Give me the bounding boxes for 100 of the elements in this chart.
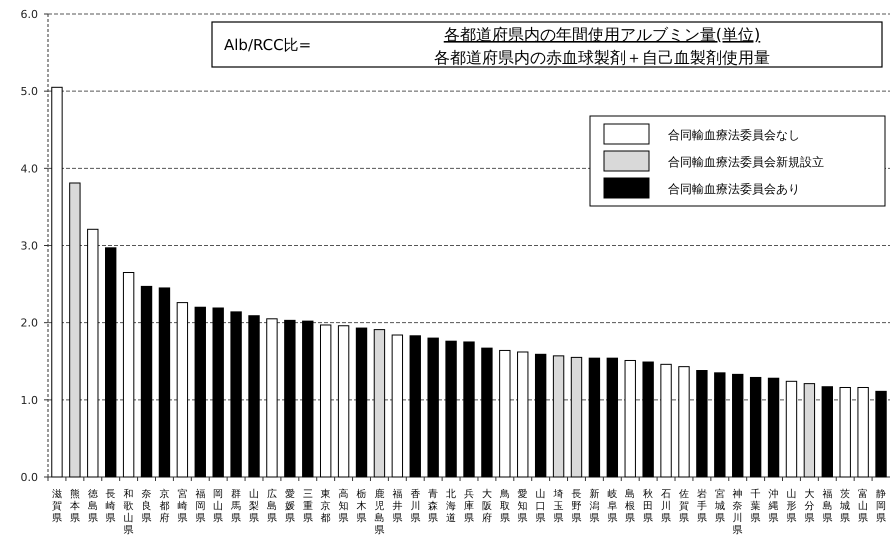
x-tick-label: 広島県 — [266, 488, 277, 524]
x-tick-label: 山梨県 — [249, 488, 260, 524]
bar — [69, 182, 81, 478]
bar — [499, 350, 511, 478]
x-tick-label: 石川県 — [661, 489, 672, 524]
bar — [356, 328, 368, 478]
y-tick-label: 4.0 — [20, 162, 38, 176]
annotation: 各都道府県内の年間使用アルブミン量(単位) — [444, 25, 760, 44]
x-tick-label: 愛媛県 — [284, 488, 295, 524]
x-tick-label: 岡山県 — [213, 489, 224, 524]
bar — [517, 351, 528, 478]
x-tick-label: 愛知県 — [518, 488, 528, 524]
bar — [248, 315, 260, 478]
bar — [374, 329, 386, 478]
x-tick-label: 茨城県 — [839, 488, 850, 524]
x-tick-label: 埼玉県 — [552, 488, 564, 524]
x-tick-label: 熊本県 — [70, 488, 80, 524]
x-tick-label: 福島県 — [822, 488, 832, 524]
x-tick-label: 神奈川県 — [732, 488, 743, 536]
x-tick-label: 栃木県 — [356, 488, 367, 524]
bar — [660, 364, 672, 478]
y-tick-label: 3.0 — [20, 240, 38, 252]
y-tick-label: 5.0 — [20, 85, 38, 98]
bar — [140, 286, 152, 478]
bar — [642, 362, 654, 478]
x-tick-label: 静岡県 — [876, 488, 886, 524]
bar — [822, 386, 833, 478]
bar — [696, 370, 708, 478]
bar — [122, 272, 134, 478]
bar — [105, 247, 116, 478]
bar — [320, 324, 332, 478]
x-tick-label: 鳥取県 — [498, 488, 510, 524]
x-tick-label: 岐阜県 — [607, 488, 618, 524]
bar — [875, 390, 887, 478]
x-tick-label: 大分県 — [804, 488, 814, 524]
bar — [176, 302, 188, 478]
x-tick-label: 福岡県 — [195, 488, 206, 524]
x-tick-label: 奈良県 — [142, 489, 152, 524]
bar — [534, 354, 546, 478]
bar — [588, 358, 600, 478]
y-tick-label: 0.0 — [20, 471, 38, 484]
x-tick-label: 香川県 — [410, 488, 420, 524]
x-tick-label: 山形県 — [786, 488, 796, 524]
bar — [284, 320, 296, 478]
bar — [570, 356, 582, 478]
x-tick-label: 沖縄県 — [768, 488, 779, 524]
bar — [427, 338, 439, 478]
legend-label: 合同輸血療法委員会新規設立 — [668, 155, 824, 169]
bar — [463, 341, 475, 478]
bar — [194, 306, 206, 478]
x-tick-label: 高知県 — [338, 488, 349, 524]
bar — [212, 308, 224, 478]
y-tick-label: 1.0 — [20, 394, 38, 407]
y-tick-label: 2.0 — [20, 316, 38, 330]
annotation: 各都道府県内の赤血球製剤＋自己血製剤使用量 — [434, 48, 770, 67]
bar — [714, 372, 726, 478]
bar — [302, 320, 314, 478]
x-tick-label: 新潟県 — [589, 488, 600, 524]
bar — [804, 383, 816, 478]
bar — [750, 376, 762, 478]
x-tick-label: 長崎県 — [106, 489, 116, 524]
x-tick-label: 東京都 — [320, 488, 331, 524]
x-tick-label: 大阪府 — [482, 488, 492, 524]
bar — [158, 287, 170, 478]
bar — [606, 358, 618, 478]
y-tick-label: 6.0 — [20, 8, 38, 21]
bar — [392, 334, 404, 478]
x-tick-label: 山口県 — [536, 488, 546, 524]
x-tick-label: 和歌山県 — [124, 488, 134, 536]
x-tick-label: 佐賀県 — [678, 489, 689, 524]
bar — [481, 348, 493, 478]
x-tick-label: 群馬県 — [230, 488, 242, 524]
bar — [410, 335, 421, 478]
bar — [857, 386, 869, 478]
annotation: Alb/RCC比= — [224, 36, 312, 54]
x-tick-label: 福井県 — [392, 488, 402, 524]
bar — [840, 386, 851, 478]
x-tick-label: 滋賀県 — [52, 488, 62, 524]
x-tick-label: 富山県 — [858, 488, 868, 524]
x-tick-label: 長野県 — [571, 489, 582, 524]
x-tick-label: 秋田県 — [643, 488, 654, 524]
legend-label: 合同輸血療法委員会なし — [668, 128, 800, 142]
bar — [338, 325, 350, 478]
bar — [624, 360, 636, 478]
bar — [51, 86, 63, 478]
bar — [786, 380, 798, 478]
bar — [445, 340, 457, 478]
bar — [768, 378, 780, 478]
x-tick-label: 兵庫県 — [464, 488, 474, 524]
x-tick-label: 千葉県 — [750, 488, 761, 524]
x-tick-label: 宮城県 — [714, 488, 725, 524]
legend-label: 合同輸血療法委員会あり — [668, 182, 800, 196]
x-tick-label: 鹿児島県 — [374, 488, 384, 536]
bar — [266, 318, 278, 478]
x-tick-label: 徳島県 — [88, 489, 98, 524]
x-tick-label: 北海道 — [446, 488, 456, 524]
bar — [87, 228, 98, 478]
x-tick-label: 島根県 — [625, 488, 636, 524]
bar — [732, 374, 744, 478]
bar — [678, 366, 690, 478]
